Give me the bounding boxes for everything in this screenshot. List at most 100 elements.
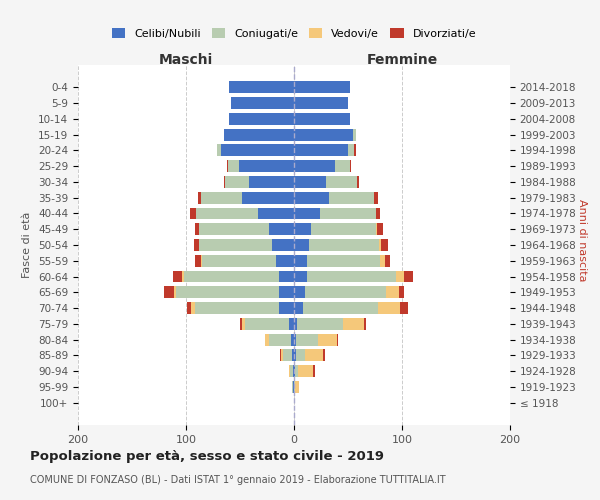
Bar xyxy=(395,270,404,282)
Bar xyxy=(292,381,293,393)
Bar xyxy=(199,224,269,235)
Bar xyxy=(302,302,378,314)
Bar xyxy=(242,192,294,203)
Bar xyxy=(400,302,409,314)
Bar xyxy=(279,286,294,298)
Bar xyxy=(232,97,294,109)
Bar xyxy=(320,208,376,220)
Bar xyxy=(294,113,350,124)
Bar xyxy=(279,302,294,314)
Bar xyxy=(311,224,376,235)
Bar xyxy=(280,350,281,362)
Bar xyxy=(335,160,350,172)
Bar xyxy=(176,286,279,298)
Bar xyxy=(364,318,367,330)
Bar xyxy=(190,208,196,220)
Bar xyxy=(297,318,343,330)
Bar xyxy=(294,224,311,235)
Bar xyxy=(385,255,390,266)
Bar xyxy=(350,160,351,172)
Bar xyxy=(295,366,298,377)
Bar xyxy=(229,82,294,93)
Bar xyxy=(376,208,380,220)
Bar xyxy=(382,239,388,251)
Bar xyxy=(225,176,248,188)
Bar xyxy=(294,176,326,188)
Bar xyxy=(187,302,191,314)
Bar xyxy=(294,381,295,393)
Bar xyxy=(294,255,307,266)
Bar xyxy=(224,176,225,188)
Bar xyxy=(283,350,292,362)
Bar xyxy=(174,286,176,298)
Bar xyxy=(294,82,350,93)
Bar xyxy=(323,350,325,362)
Bar xyxy=(355,144,356,156)
Bar xyxy=(198,192,201,203)
Bar xyxy=(294,160,335,172)
Bar xyxy=(217,144,221,156)
Text: Anni di nascita: Anni di nascita xyxy=(577,198,587,281)
Bar xyxy=(379,239,382,251)
Bar xyxy=(305,286,386,298)
Bar xyxy=(272,239,294,251)
Bar xyxy=(343,318,364,330)
Bar xyxy=(380,255,385,266)
Bar xyxy=(245,318,289,330)
Bar xyxy=(173,270,182,282)
Bar xyxy=(348,144,355,156)
Bar xyxy=(202,255,275,266)
Bar xyxy=(194,239,199,251)
Bar xyxy=(293,381,294,393)
Bar xyxy=(265,334,269,345)
Bar xyxy=(184,270,279,282)
Bar xyxy=(240,318,242,330)
Bar xyxy=(227,160,228,172)
Bar xyxy=(239,160,294,172)
Bar xyxy=(228,160,239,172)
Bar xyxy=(376,224,377,235)
Bar xyxy=(356,176,359,188)
Bar xyxy=(307,255,380,266)
Bar xyxy=(201,255,202,266)
Bar xyxy=(191,302,194,314)
Bar xyxy=(329,192,374,203)
Bar xyxy=(289,366,290,377)
Bar xyxy=(199,239,272,251)
Bar xyxy=(229,113,294,124)
Bar xyxy=(182,270,184,282)
Bar xyxy=(224,128,294,140)
Bar xyxy=(298,366,313,377)
Bar xyxy=(296,334,318,345)
Bar xyxy=(279,270,294,282)
Bar xyxy=(378,302,400,314)
Bar xyxy=(194,255,201,266)
Bar xyxy=(353,128,356,140)
Bar xyxy=(294,318,297,330)
Bar xyxy=(305,350,323,362)
Bar xyxy=(337,334,338,345)
Legend: Celibi/Nubili, Coniugati/e, Vedovi/e, Divorziati/e: Celibi/Nubili, Coniugati/e, Vedovi/e, Di… xyxy=(107,24,481,44)
Bar xyxy=(294,286,305,298)
Bar xyxy=(259,208,294,220)
Bar xyxy=(269,334,291,345)
Bar xyxy=(294,270,307,282)
Bar xyxy=(221,144,294,156)
Bar xyxy=(294,97,348,109)
Bar xyxy=(296,350,305,362)
Bar xyxy=(248,176,294,188)
Text: Maschi: Maschi xyxy=(159,53,213,67)
Bar xyxy=(294,334,296,345)
Bar xyxy=(294,302,302,314)
Text: COMUNE DI FONZASO (BL) - Dati ISTAT 1° gennaio 2019 - Elaborazione TUTTITALIA.IT: COMUNE DI FONZASO (BL) - Dati ISTAT 1° g… xyxy=(30,475,446,485)
Bar xyxy=(294,366,295,377)
Bar xyxy=(294,144,348,156)
Text: Femmine: Femmine xyxy=(367,53,437,67)
Bar xyxy=(294,128,353,140)
Bar xyxy=(374,192,378,203)
Bar xyxy=(242,318,245,330)
Bar xyxy=(275,255,294,266)
Bar xyxy=(326,176,356,188)
Text: Popolazione per età, sesso e stato civile - 2019: Popolazione per età, sesso e stato civil… xyxy=(30,450,384,463)
Bar xyxy=(294,350,296,362)
